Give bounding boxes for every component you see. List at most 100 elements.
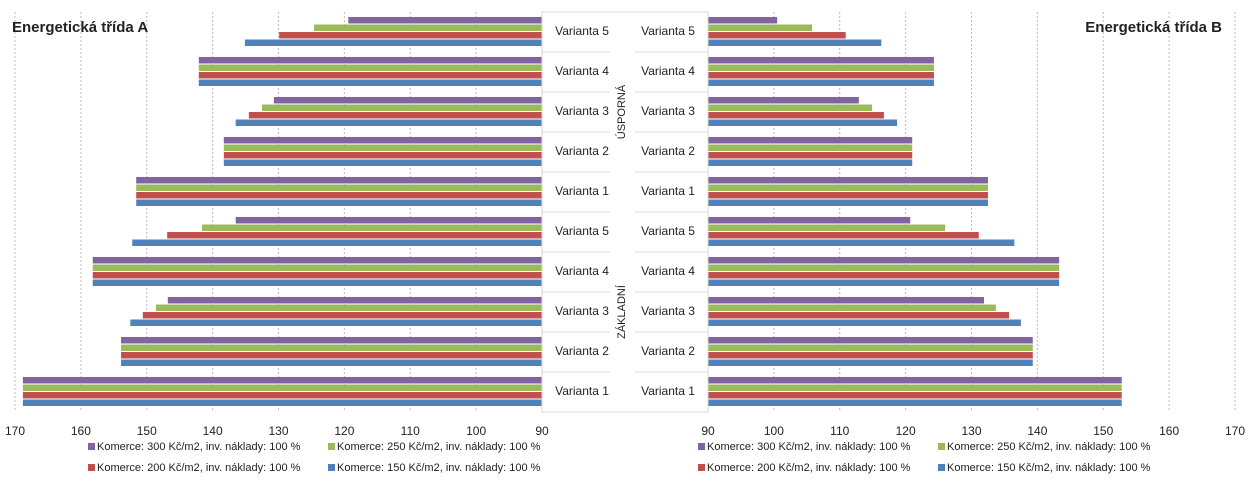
x-tick-label: 120 xyxy=(334,424,354,438)
bar xyxy=(155,304,542,311)
x-tick-label: 130 xyxy=(961,424,981,438)
bar xyxy=(708,97,859,104)
category-label: Varianta 1 xyxy=(555,384,609,398)
bar xyxy=(202,224,542,231)
bar xyxy=(198,57,542,64)
bar xyxy=(248,112,542,119)
category-label: Varianta 5 xyxy=(641,224,695,238)
category-label: Varianta 4 xyxy=(555,264,609,278)
bar xyxy=(708,304,996,311)
bar xyxy=(708,352,1033,359)
x-tick-label: 130 xyxy=(268,424,288,438)
x-tick-label: 150 xyxy=(1093,424,1113,438)
category-label: Varianta 3 xyxy=(641,104,695,118)
bar xyxy=(223,137,543,144)
bar xyxy=(92,264,543,271)
category-label: Varianta 5 xyxy=(555,24,609,38)
bar xyxy=(708,104,873,111)
legend-swatch xyxy=(938,464,945,471)
bar xyxy=(198,79,542,86)
bar xyxy=(708,272,1060,279)
category-label: Varianta 1 xyxy=(641,184,695,198)
bar xyxy=(121,337,542,344)
bar xyxy=(92,272,543,279)
bar xyxy=(708,32,846,39)
x-tick-label: 100 xyxy=(764,424,784,438)
category-label: Varianta 2 xyxy=(555,344,609,358)
bar xyxy=(198,72,542,79)
x-tick-label: 140 xyxy=(1027,424,1047,438)
legend-swatch xyxy=(698,464,705,471)
bar xyxy=(708,239,1015,246)
bar xyxy=(708,377,1122,384)
bar xyxy=(708,344,1033,351)
x-tick-label: 140 xyxy=(203,424,223,438)
legend-label: Komerce: 200 Kč/m2, inv. náklady: 100 % xyxy=(707,462,911,474)
category-label: Varianta 2 xyxy=(641,144,695,158)
x-tick-label: 90 xyxy=(535,424,549,438)
bar xyxy=(708,79,934,86)
bar xyxy=(136,177,542,184)
bar xyxy=(22,384,542,391)
x-tick-label: 90 xyxy=(701,424,715,438)
bar xyxy=(198,64,542,71)
bar xyxy=(262,104,542,111)
bar xyxy=(348,17,542,24)
chart-title: Energetická třída A xyxy=(12,19,148,36)
group-label: ÚSPORNÁ xyxy=(615,84,628,139)
category-label: Varianta 2 xyxy=(641,344,695,358)
category-label: Varianta 3 xyxy=(555,304,609,318)
x-tick-label: 110 xyxy=(830,424,849,438)
category-label: Varianta 4 xyxy=(641,264,695,278)
bar xyxy=(22,399,542,406)
group-label: ZÁKLADNÍ xyxy=(615,284,628,339)
x-tick-label: 100 xyxy=(466,424,486,438)
category-label: Varianta 4 xyxy=(641,64,695,78)
bar xyxy=(244,39,542,46)
bar xyxy=(708,319,1021,326)
legend-label: Komerce: 300 Kč/m2, inv. náklady: 100 % xyxy=(707,441,911,453)
category-label: Varianta 3 xyxy=(641,304,695,318)
bar xyxy=(708,297,985,304)
legend-label: Komerce: 300 Kč/m2, inv. náklady: 100 % xyxy=(97,441,301,453)
legend-swatch xyxy=(328,443,335,450)
bar xyxy=(130,319,542,326)
bar xyxy=(708,17,778,24)
category-label: Varianta 3 xyxy=(555,104,609,118)
bar xyxy=(121,352,542,359)
category-label: Varianta 5 xyxy=(555,224,609,238)
bar xyxy=(136,184,542,191)
legend-swatch xyxy=(88,443,95,450)
legend-swatch xyxy=(938,443,945,450)
legend-label: Komerce: 150 Kč/m2, inv. náklady: 100 % xyxy=(947,462,1151,474)
x-tick-label: 150 xyxy=(137,424,157,438)
bar xyxy=(708,312,1010,319)
x-tick-label: 160 xyxy=(1159,424,1179,438)
legend-label: Komerce: 250 Kč/m2, inv. náklady: 100 % xyxy=(337,441,541,453)
legend-label: Komerce: 150 Kč/m2, inv. náklady: 100 % xyxy=(337,462,541,474)
legend-swatch xyxy=(698,443,705,450)
bar xyxy=(708,159,913,166)
bar xyxy=(132,239,542,246)
bar xyxy=(136,199,542,206)
bar xyxy=(708,192,988,199)
bar xyxy=(223,152,543,159)
bar xyxy=(708,384,1122,391)
bar xyxy=(708,399,1122,406)
bar xyxy=(314,24,542,31)
bar xyxy=(273,97,542,104)
bar xyxy=(167,232,542,239)
bar xyxy=(708,217,911,224)
bar xyxy=(708,279,1060,286)
bar xyxy=(22,377,542,384)
bar xyxy=(708,39,882,46)
x-tick-label: 170 xyxy=(1225,424,1245,438)
category-label: Varianta 4 xyxy=(555,64,609,78)
chart-title: Energetická třída B xyxy=(1085,19,1222,36)
bar xyxy=(708,112,884,119)
bar xyxy=(235,217,542,224)
bar xyxy=(708,144,913,151)
bar xyxy=(92,279,543,286)
bar xyxy=(708,359,1033,366)
